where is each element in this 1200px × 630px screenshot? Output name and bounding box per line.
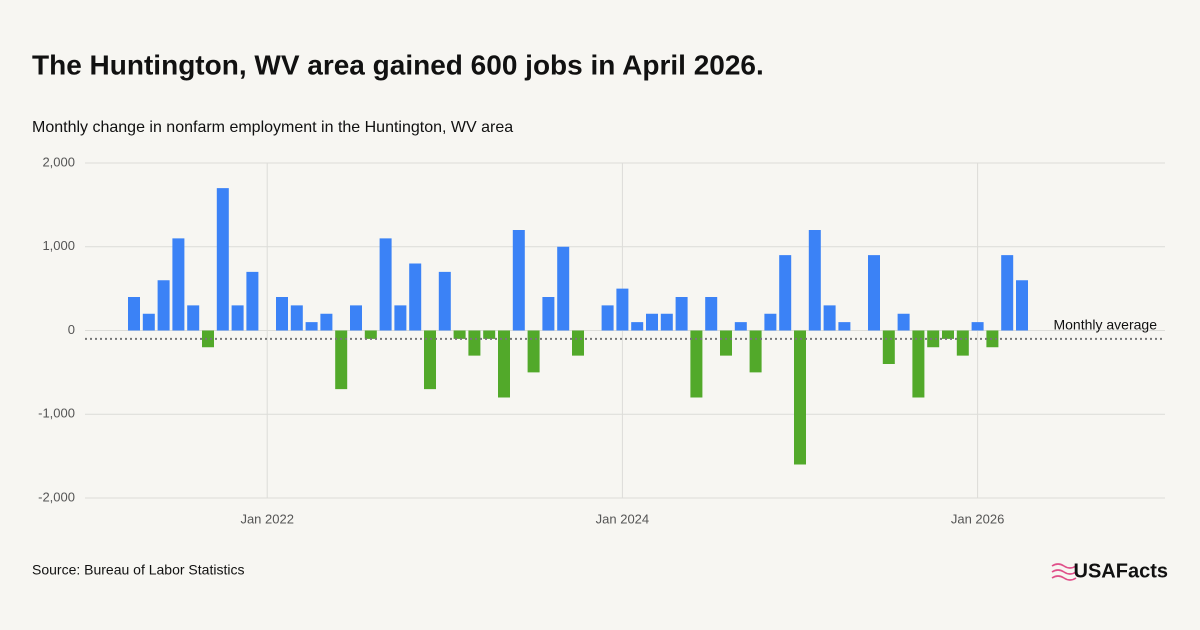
bar: [216, 188, 229, 331]
bar: [986, 330, 999, 348]
bar: [927, 330, 940, 348]
bar: [527, 330, 540, 373]
bar: [912, 330, 925, 398]
bar: [1016, 280, 1028, 331]
x-tick-label: Jan 2024: [596, 511, 650, 526]
bar: [128, 297, 140, 331]
bar: [409, 263, 422, 331]
bar: [335, 330, 348, 390]
bar: [779, 255, 792, 331]
y-tick-label: -1,000: [38, 406, 75, 421]
bar: [897, 313, 910, 331]
bar: [305, 322, 318, 331]
bar: [956, 330, 969, 356]
bar: [394, 305, 407, 331]
bar: [675, 297, 688, 331]
bar: [734, 322, 747, 331]
brand: USAFacts: [1074, 560, 1168, 582]
bar: [290, 305, 303, 331]
bar: [142, 313, 155, 331]
bar: [453, 330, 466, 339]
y-tick-label: -2,000: [38, 489, 75, 504]
bar: [838, 322, 851, 331]
bar: [705, 297, 718, 331]
bar: [157, 280, 170, 331]
y-tick-label: 1,000: [42, 238, 75, 253]
bar: [512, 230, 525, 331]
bar: [616, 288, 629, 331]
bar: [690, 330, 703, 398]
bar: [172, 238, 185, 331]
bar: [882, 330, 895, 364]
average-label: Monthly average: [1053, 317, 1157, 333]
chart-subtitle: Monthly change in nonfarm employment in …: [32, 119, 513, 136]
bar: [379, 238, 392, 331]
bar: [942, 330, 954, 339]
bar: [572, 330, 584, 356]
bar: [749, 330, 762, 373]
x-tick-label: Jan 2026: [951, 511, 1005, 526]
y-tick-label: 0: [68, 322, 75, 337]
bar: [542, 297, 555, 331]
bar: [557, 246, 570, 331]
bar: [231, 305, 244, 331]
bar: [1001, 255, 1014, 331]
bar: [631, 322, 644, 331]
bar: [276, 297, 288, 331]
x-tick-label: Jan 2022: [240, 511, 294, 526]
bar: [660, 313, 673, 331]
bar: [823, 305, 836, 331]
y-tick-label: 2,000: [42, 154, 75, 169]
bar: [764, 313, 777, 331]
bar: [794, 330, 806, 465]
bar: [350, 305, 362, 331]
bar: [646, 313, 658, 331]
bar: [364, 330, 377, 339]
bar: [601, 305, 614, 331]
bar: [438, 271, 451, 331]
bar: [424, 330, 436, 390]
logo-icon: [1051, 563, 1077, 581]
bar: [468, 330, 481, 356]
chart-title: The Huntington, WV area gained 600 jobs …: [32, 49, 764, 80]
source: Source: Bureau of Labor Statistics: [32, 562, 244, 578]
bar: [320, 313, 333, 331]
bar: [720, 330, 732, 356]
bar: [202, 330, 214, 348]
bar: [187, 305, 200, 331]
bar: [483, 330, 496, 339]
bar: [498, 330, 510, 398]
bar: [808, 230, 821, 331]
bar: [971, 322, 984, 331]
bar: [868, 255, 880, 331]
bar: [246, 271, 259, 331]
